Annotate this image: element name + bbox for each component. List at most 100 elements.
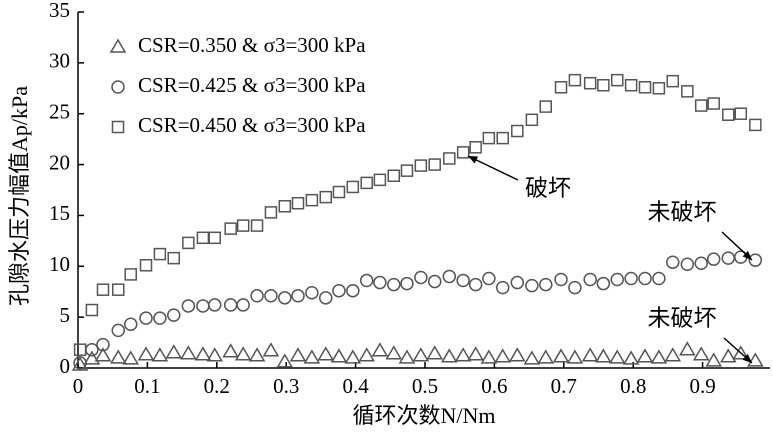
point xyxy=(236,298,250,312)
annotation: 未破坏 xyxy=(648,199,717,224)
point xyxy=(456,146,470,159)
point xyxy=(539,277,553,292)
point xyxy=(496,131,509,145)
point xyxy=(664,347,682,362)
point xyxy=(443,152,456,165)
y-tick-label: 25 xyxy=(49,100,70,124)
point xyxy=(414,159,428,172)
point xyxy=(124,268,137,281)
point xyxy=(694,256,708,270)
point xyxy=(291,289,305,303)
point xyxy=(222,343,239,358)
x-tick-label: 0.7 xyxy=(551,374,577,398)
point xyxy=(167,308,181,322)
point xyxy=(426,345,444,360)
point xyxy=(250,219,264,232)
point xyxy=(196,299,210,313)
point xyxy=(85,303,99,317)
legend-label: CSR=0.350 & σ3=300 kPa xyxy=(138,33,366,57)
point xyxy=(666,255,680,269)
point xyxy=(552,348,570,363)
point xyxy=(206,347,224,362)
point xyxy=(539,100,553,113)
point xyxy=(480,349,498,364)
point xyxy=(597,78,610,92)
point xyxy=(681,85,694,98)
point xyxy=(344,349,362,364)
point xyxy=(705,352,723,367)
point xyxy=(732,345,750,360)
point xyxy=(748,253,763,267)
point xyxy=(207,298,222,312)
point xyxy=(96,337,110,352)
point xyxy=(581,347,599,362)
x-tick-label: 0 xyxy=(73,374,84,398)
point xyxy=(652,82,666,95)
point xyxy=(371,342,389,357)
point xyxy=(568,73,582,87)
point xyxy=(414,270,428,285)
point xyxy=(523,350,541,365)
point xyxy=(482,131,496,145)
point xyxy=(83,350,101,365)
point xyxy=(317,346,335,361)
point xyxy=(137,346,155,361)
legend-marker xyxy=(111,120,125,134)
arrow-head xyxy=(742,353,752,363)
point xyxy=(194,346,212,361)
point xyxy=(400,276,414,291)
arrow-head xyxy=(468,156,478,164)
point xyxy=(182,236,195,250)
x-tick-label: 0.4 xyxy=(342,374,369,398)
y-axis-label: 孔隙水压力幅值Ap/kPa xyxy=(7,86,32,306)
x-tick-label: 0.9 xyxy=(689,374,715,398)
point xyxy=(111,323,126,338)
annotation: 破坏 xyxy=(525,175,571,200)
point xyxy=(566,349,584,364)
point xyxy=(692,346,710,361)
point xyxy=(303,349,321,364)
y-tick-label: 30 xyxy=(49,49,70,73)
point xyxy=(332,185,346,199)
point xyxy=(608,349,626,364)
point xyxy=(610,73,624,87)
point xyxy=(636,348,654,363)
point xyxy=(706,252,721,266)
point xyxy=(722,108,735,121)
point xyxy=(610,272,624,287)
point xyxy=(510,275,525,290)
point xyxy=(440,348,458,363)
point xyxy=(346,283,360,298)
point xyxy=(208,231,221,245)
point xyxy=(385,345,403,360)
point xyxy=(652,271,666,286)
legend-marker xyxy=(109,38,127,53)
annotation-arrow xyxy=(467,155,519,181)
point xyxy=(747,352,764,367)
point xyxy=(139,311,153,325)
x-tick-label: 0.1 xyxy=(134,374,160,398)
point xyxy=(332,283,346,298)
point xyxy=(358,347,376,362)
point xyxy=(666,74,680,88)
point xyxy=(595,348,612,363)
point xyxy=(400,164,414,177)
point xyxy=(112,283,125,296)
point xyxy=(360,176,373,190)
point xyxy=(278,291,292,305)
x-tick-label: 0.6 xyxy=(481,374,507,398)
point xyxy=(94,347,112,362)
legend-marker xyxy=(111,80,125,94)
point xyxy=(442,269,457,284)
point xyxy=(373,275,387,290)
point xyxy=(305,193,319,207)
point xyxy=(734,107,748,120)
point xyxy=(525,278,539,293)
point xyxy=(330,348,348,363)
point xyxy=(427,274,442,289)
x-tick-label: 0.5 xyxy=(412,374,438,398)
point xyxy=(638,81,652,94)
point xyxy=(291,196,305,210)
point xyxy=(262,342,280,357)
point xyxy=(412,347,430,362)
